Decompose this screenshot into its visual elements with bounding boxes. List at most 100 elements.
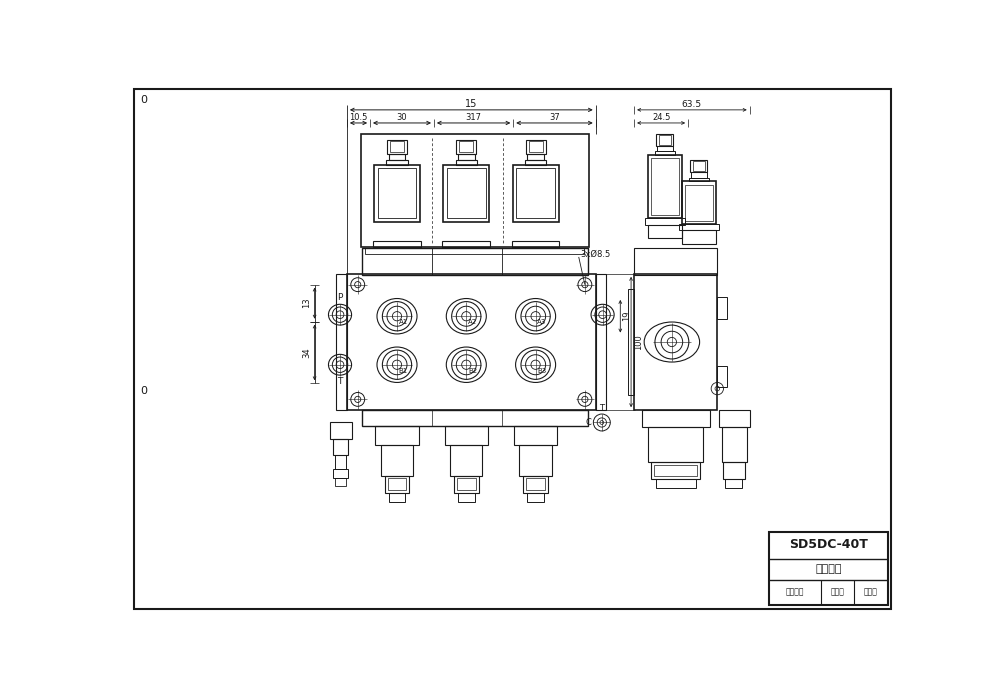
Bar (682, 182, 716, 224)
Bar (445, 426, 488, 445)
Bar (456, 140, 476, 154)
Bar (689, 178, 709, 182)
Text: C: C (585, 418, 591, 427)
Bar (523, 475, 548, 493)
Bar (651, 158, 679, 216)
Bar (333, 468, 348, 478)
Bar (725, 479, 742, 488)
Bar (526, 140, 546, 154)
Bar (362, 410, 588, 426)
Bar (655, 151, 675, 155)
Text: 19: 19 (622, 311, 631, 321)
Bar (365, 247, 584, 254)
Bar (685, 184, 713, 220)
Bar (381, 445, 413, 475)
Bar (642, 410, 710, 427)
Text: 0: 0 (140, 95, 147, 105)
Bar (717, 366, 727, 387)
Bar (336, 274, 347, 410)
Bar (347, 274, 596, 410)
Bar (634, 247, 717, 274)
Bar (373, 240, 421, 247)
Bar (648, 155, 682, 218)
Bar (769, 532, 888, 605)
Text: 10.5: 10.5 (349, 113, 368, 122)
Text: 13: 13 (302, 298, 311, 308)
Bar (375, 426, 419, 445)
Text: 317: 317 (466, 113, 482, 122)
Text: B2: B2 (468, 368, 477, 374)
Bar (389, 493, 405, 502)
Bar (389, 154, 405, 160)
Text: 24.5: 24.5 (652, 113, 670, 122)
Bar (458, 154, 475, 160)
Text: 34: 34 (302, 347, 311, 358)
Bar (457, 478, 476, 490)
Bar (447, 169, 486, 218)
Bar (456, 160, 477, 164)
Text: 版本号: 版本号 (831, 587, 844, 596)
Bar (519, 445, 552, 475)
Bar (654, 465, 697, 475)
Text: A3: A3 (537, 319, 546, 325)
Bar (527, 493, 544, 502)
Text: A2: A2 (468, 319, 477, 325)
Text: 30: 30 (397, 113, 407, 122)
Text: 63.5: 63.5 (682, 100, 702, 109)
Bar (691, 172, 707, 178)
Text: T: T (337, 377, 343, 386)
Bar (512, 240, 559, 247)
Bar (529, 142, 543, 152)
Text: T: T (599, 404, 604, 413)
Bar (656, 479, 696, 488)
Bar (648, 427, 703, 462)
Bar (651, 462, 700, 479)
Bar (378, 169, 416, 218)
Bar (722, 427, 747, 462)
Bar (335, 455, 346, 468)
Bar (656, 134, 673, 146)
Text: 15: 15 (465, 100, 477, 109)
Bar (690, 160, 707, 172)
Bar (459, 142, 473, 152)
Bar (723, 462, 745, 479)
Bar (628, 290, 634, 395)
Text: 版本号: 版本号 (864, 587, 877, 596)
Bar (386, 160, 408, 164)
Bar (442, 240, 490, 247)
Bar (512, 164, 559, 223)
Bar (659, 135, 671, 144)
Bar (679, 224, 719, 230)
Text: 设备标号: 设备标号 (786, 587, 804, 596)
Text: 37: 37 (549, 113, 560, 122)
Bar (387, 140, 407, 154)
Text: SD5DC-40T: SD5DC-40T (789, 538, 868, 551)
Bar (693, 162, 705, 171)
Bar (596, 274, 606, 410)
Bar (719, 410, 750, 427)
Bar (527, 154, 544, 160)
Bar (362, 247, 588, 274)
Bar (645, 218, 685, 225)
Text: P: P (337, 293, 343, 302)
Bar (526, 478, 545, 490)
Bar (648, 225, 682, 238)
Bar (657, 146, 673, 151)
Bar (525, 160, 546, 164)
Bar (361, 134, 589, 247)
Bar (330, 422, 352, 439)
Bar (443, 164, 489, 223)
Text: 图纸编号: 图纸编号 (815, 564, 842, 574)
Text: 3xØ8.5: 3xØ8.5 (580, 250, 611, 259)
Bar (634, 274, 717, 410)
Bar (458, 493, 475, 502)
Text: 0: 0 (140, 386, 147, 396)
Text: B3: B3 (537, 368, 546, 374)
Bar (682, 230, 716, 244)
Text: 100: 100 (634, 334, 643, 350)
Bar (388, 478, 406, 490)
Bar (385, 475, 409, 493)
Bar (516, 169, 555, 218)
Bar (390, 142, 404, 152)
Bar (333, 439, 348, 455)
